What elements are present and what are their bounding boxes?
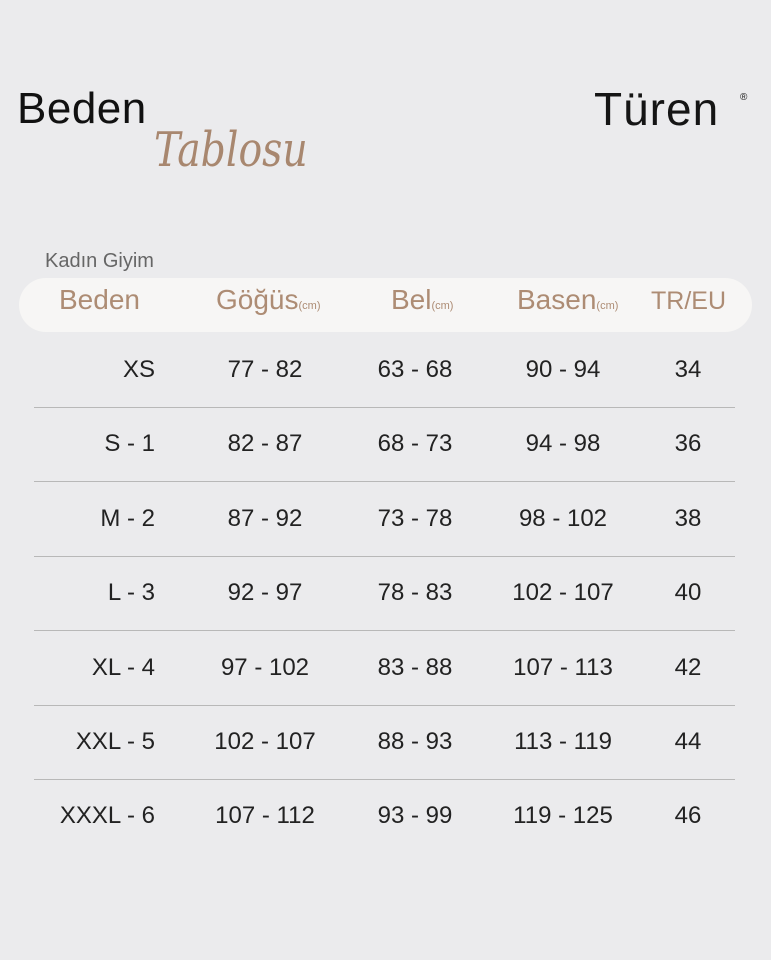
cell-waist: 63 - 68 bbox=[377, 356, 453, 383]
cell-size: S - 1 bbox=[104, 430, 155, 458]
cell-tr-eu: 46 bbox=[674, 802, 702, 830]
cell-tr-eu: 36 bbox=[674, 430, 702, 458]
cell-hip: 94 - 98 bbox=[525, 430, 601, 458]
cell-size: XXL - 5 bbox=[75, 728, 155, 755]
unit: (cm) bbox=[298, 300, 321, 312]
section-label: Kadın Giyim bbox=[45, 250, 154, 272]
title-beden: Beden bbox=[17, 84, 147, 133]
unit: (cm) bbox=[431, 300, 454, 312]
row-divider bbox=[34, 407, 735, 408]
row-divider bbox=[34, 630, 735, 632]
cell-chest: 82 - 87 bbox=[227, 430, 303, 458]
cell-tr-eu: 44 bbox=[674, 728, 702, 755]
header-tr-eu: TR/EU bbox=[651, 287, 726, 315]
row-divider bbox=[34, 555, 735, 557]
cell-hip: 98 - 102 bbox=[518, 504, 608, 532]
cell-chest: 77 - 82 bbox=[227, 356, 303, 383]
cell-hip: 102 - 107 bbox=[512, 579, 614, 607]
cell-tr-eu: 42 bbox=[674, 653, 702, 681]
cell-tr-eu: 38 bbox=[674, 504, 702, 532]
cell-chest: 107 - 112 bbox=[215, 802, 315, 830]
title-tablosu: Tablosu bbox=[154, 122, 308, 178]
cell-waist: 78 - 83 bbox=[377, 579, 453, 607]
cell-hip: 113 - 119 bbox=[514, 728, 612, 755]
cell-size: XXXL - 6 bbox=[59, 802, 155, 830]
unit: (cm) bbox=[596, 300, 619, 312]
cell-waist: 73 - 78 bbox=[377, 504, 453, 532]
cell-hip: 90 - 94 bbox=[525, 356, 601, 383]
registered-mark: ® bbox=[740, 92, 748, 103]
cell-chest: 87 - 92 bbox=[227, 504, 303, 532]
cell-size: XL - 4 bbox=[91, 653, 155, 681]
cell-waist: 68 - 73 bbox=[377, 430, 453, 458]
cell-waist: 88 - 93 bbox=[377, 728, 453, 755]
row-divider bbox=[34, 481, 735, 483]
cell-waist: 93 - 99 bbox=[377, 802, 453, 830]
cell-hip: 119 - 125 bbox=[513, 802, 613, 830]
cell-waist: 83 - 88 bbox=[377, 653, 453, 681]
cell-hip: 107 - 113 bbox=[513, 653, 613, 681]
header-beden: Beden bbox=[59, 284, 140, 315]
cell-tr-eu: 40 bbox=[674, 579, 702, 607]
header-bel: Bel(cm) bbox=[391, 284, 454, 315]
cell-size: M - 2 bbox=[100, 504, 155, 532]
brand-logo: Türen bbox=[594, 83, 720, 135]
cell-size: XS bbox=[122, 356, 155, 383]
header-gogus: Göğüs(cm) bbox=[216, 284, 321, 315]
row-divider bbox=[34, 779, 735, 780]
cell-chest: 102 - 107 bbox=[214, 728, 316, 755]
cell-tr-eu: 34 bbox=[674, 356, 702, 383]
header-basen: Basen(cm) bbox=[517, 284, 619, 315]
cell-chest: 92 - 97 bbox=[227, 579, 303, 607]
row-divider bbox=[34, 704, 735, 706]
cell-chest: 97 - 102 bbox=[220, 653, 310, 681]
cell-size: L - 3 bbox=[107, 579, 155, 607]
table-header bbox=[19, 278, 752, 332]
